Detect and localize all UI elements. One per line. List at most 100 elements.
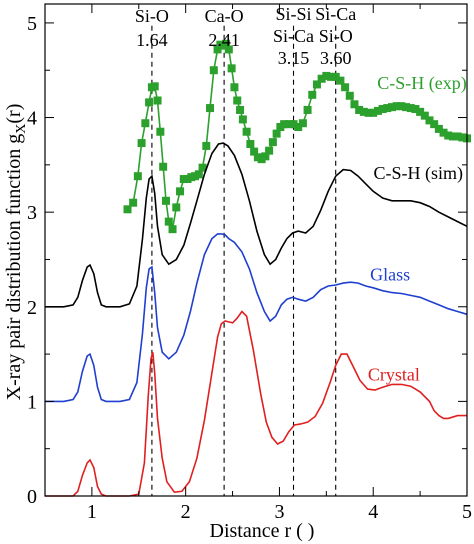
data-point <box>164 217 173 226</box>
vline-label: Si-O <box>135 6 169 26</box>
data-point <box>261 152 270 161</box>
data-point <box>355 105 364 114</box>
vline-label: 1.64 <box>136 30 168 50</box>
data-point <box>159 162 168 171</box>
series-label: C-S-H (exp) <box>377 73 466 94</box>
data-point <box>202 141 211 150</box>
data-point <box>268 138 277 147</box>
data-point <box>198 163 207 172</box>
data-point <box>250 147 259 156</box>
data-point <box>153 96 162 105</box>
series-0: C-S-H (exp) <box>123 39 471 234</box>
data-point <box>221 39 230 48</box>
x-tick-label: 4 <box>368 501 378 523</box>
data-point <box>150 82 159 91</box>
data-point <box>392 102 401 111</box>
x-tick-label: 5 <box>462 501 472 523</box>
data-point <box>444 131 453 140</box>
vline-label: Si-Si <box>275 4 311 24</box>
data-point <box>434 124 443 133</box>
y-axis-label-main: X-ray pair distribution function g <box>3 134 25 401</box>
data-point <box>322 71 331 80</box>
vertical-reference-lines <box>151 25 337 496</box>
data-point <box>272 129 281 138</box>
data-point <box>308 90 317 99</box>
data-point <box>289 120 298 129</box>
x-tick-label: 2 <box>181 501 191 523</box>
data-point <box>397 102 406 111</box>
x-tick-label: 3 <box>274 501 284 523</box>
series-2: Glass <box>45 233 468 403</box>
data-point <box>265 146 274 155</box>
data-point <box>206 104 215 113</box>
y-tick-label: 2 <box>27 297 37 319</box>
data-point <box>141 119 150 128</box>
data-point <box>458 133 467 142</box>
data-point <box>137 139 146 148</box>
vline-label: 3.60 <box>320 48 352 68</box>
series-label: C-S-H (sim) <box>373 163 463 184</box>
data-point <box>123 205 132 214</box>
vline-label: Si-Ca <box>273 26 314 46</box>
x-tick-label: 1 <box>87 501 97 523</box>
data-point <box>156 127 165 136</box>
data-point <box>336 76 345 85</box>
data-point <box>176 187 185 196</box>
series-line <box>45 310 467 497</box>
data-point <box>420 111 429 120</box>
data-point <box>327 72 336 81</box>
data-point <box>172 203 181 212</box>
data-point <box>161 196 170 205</box>
data-point <box>209 66 218 75</box>
series-line <box>45 142 468 308</box>
y-tick-label: 1 <box>27 391 37 413</box>
data-point <box>145 98 154 107</box>
annotations: Si-O1.64Ca-O2.41Si-SiSi-Ca3.15Si-CaSi-O3… <box>135 4 356 68</box>
data-point <box>364 108 373 117</box>
data-point <box>129 198 138 207</box>
data-point <box>373 106 382 115</box>
data-point <box>317 74 326 83</box>
data-point <box>233 96 242 105</box>
data-point <box>430 120 439 129</box>
data-point <box>406 104 415 113</box>
data-point <box>213 45 222 54</box>
data-point <box>345 91 354 100</box>
data-point <box>369 108 378 117</box>
vline-label: Si-Ca <box>315 4 356 24</box>
data-point <box>280 120 289 129</box>
data-point <box>383 104 392 113</box>
vline-label: 3.15 <box>278 48 310 68</box>
y-axis-label-sub: X <box>14 124 29 134</box>
data-point <box>312 80 321 89</box>
data-point <box>230 83 239 92</box>
vline-label: Ca-O <box>205 6 244 26</box>
data-point <box>402 103 411 112</box>
data-point <box>411 105 420 114</box>
axes: 1 2 3 4 5 0 1 2 3 4 5 <box>27 3 472 523</box>
data-point <box>331 72 340 81</box>
series-3: Crystal <box>45 310 467 497</box>
series-1: C-S-H (sim) <box>45 142 468 308</box>
y-tick-label: 3 <box>27 202 37 224</box>
data-point <box>224 45 233 54</box>
data-point <box>341 83 350 92</box>
data-point <box>168 225 177 234</box>
data-point <box>238 115 247 124</box>
data-point <box>350 100 359 109</box>
data-point <box>416 107 425 116</box>
series-layer: C-S-H (exp) C-S-H (sim) Glass Crystal <box>45 39 471 497</box>
data-point <box>194 170 203 179</box>
vline-label: Si-O <box>319 26 353 46</box>
data-point <box>227 64 236 73</box>
data-point <box>133 172 142 181</box>
data-point <box>242 127 251 136</box>
plot-frame <box>44 3 468 497</box>
data-point <box>284 120 293 129</box>
series-label: Crystal <box>368 365 420 385</box>
x-axis-label: Distance r ( ) <box>210 520 315 542</box>
y-tick-label: 4 <box>27 108 37 130</box>
data-point <box>453 132 462 141</box>
series-line <box>45 233 468 403</box>
series-label: Glass <box>370 264 410 284</box>
